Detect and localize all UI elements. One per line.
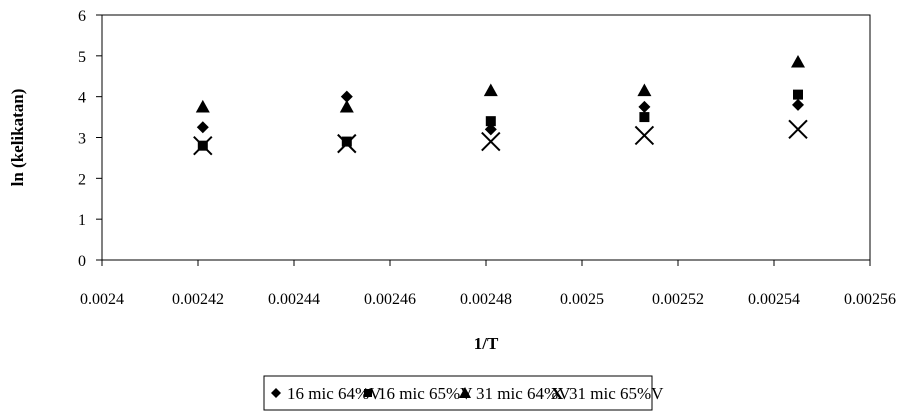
data-point-triangle xyxy=(339,99,354,113)
x-tick-label: 0.0025 xyxy=(560,291,604,308)
x-axis-title: 1/T xyxy=(474,334,499,353)
data-point-square xyxy=(485,116,496,127)
x-tick-label: 0.00244 xyxy=(268,291,320,308)
x-tick-label: 0.00252 xyxy=(652,291,704,308)
legend-box xyxy=(263,375,653,411)
data-point-x xyxy=(788,119,808,140)
data-point-triangle xyxy=(195,99,210,113)
x-tick-label: 0.00248 xyxy=(460,291,512,308)
y-tick-label: 0 xyxy=(78,253,86,270)
x-tick-label: 0.0024 xyxy=(80,291,124,308)
y-tick-label: 2 xyxy=(78,171,86,188)
y-tick-label: 4 xyxy=(78,90,86,107)
x-tick-label: 0.00246 xyxy=(364,291,416,308)
y-tick-label: 3 xyxy=(78,131,86,148)
data-point-triangle xyxy=(791,54,805,68)
legend-label: 31 mic 64%V xyxy=(476,384,571,403)
legend-diamond-icon xyxy=(271,388,281,398)
data-point-square xyxy=(197,140,208,151)
data-point-square xyxy=(639,112,650,123)
x-stroke xyxy=(481,131,501,152)
legend-square-icon xyxy=(364,389,372,397)
y-axis: 0 1 2 3 4 5 6 xyxy=(78,8,102,270)
data-point-triangle xyxy=(483,83,498,97)
x-tick-label: 0.00256 xyxy=(844,291,896,308)
legend-label: 16 mic 65%V xyxy=(378,384,473,403)
legend: 16 mic 64%V16 mic 65%V 31 mic 64%VX 31 mic… xyxy=(263,375,664,411)
data-point-triangle xyxy=(637,83,652,97)
data-point-x xyxy=(634,125,655,146)
data-point-diamond xyxy=(638,100,651,113)
y-axis-title: ln (kelikatan) xyxy=(8,89,27,187)
x-axis: 0.0024 0.00242 0.00244 0.00246 0.00248 0.0025… xyxy=(80,260,896,308)
legend-x-icon: X xyxy=(551,384,564,403)
data-point-square xyxy=(793,89,803,100)
data-point-square xyxy=(341,136,352,147)
data-point-diamond xyxy=(340,90,353,103)
data-point-diamond xyxy=(792,98,804,111)
y-tick-label: 1 xyxy=(78,212,86,229)
x-stroke xyxy=(788,119,808,140)
data-markers xyxy=(193,54,808,156)
data-point-diamond xyxy=(196,121,209,134)
x-tick-label: 0.00254 xyxy=(748,291,800,308)
data-point-diamond xyxy=(484,123,497,136)
legend-label: 16 mic 64%V xyxy=(287,384,382,403)
legend-triangle-icon xyxy=(459,387,471,398)
y-tick-label: 5 xyxy=(78,49,86,66)
legend-label: 31 mic 65%V xyxy=(569,384,664,403)
x-tick-label: 0.00242 xyxy=(172,291,224,308)
data-point-x xyxy=(481,131,501,152)
y-tick-label: 6 xyxy=(78,8,86,25)
x-stroke xyxy=(634,125,655,146)
